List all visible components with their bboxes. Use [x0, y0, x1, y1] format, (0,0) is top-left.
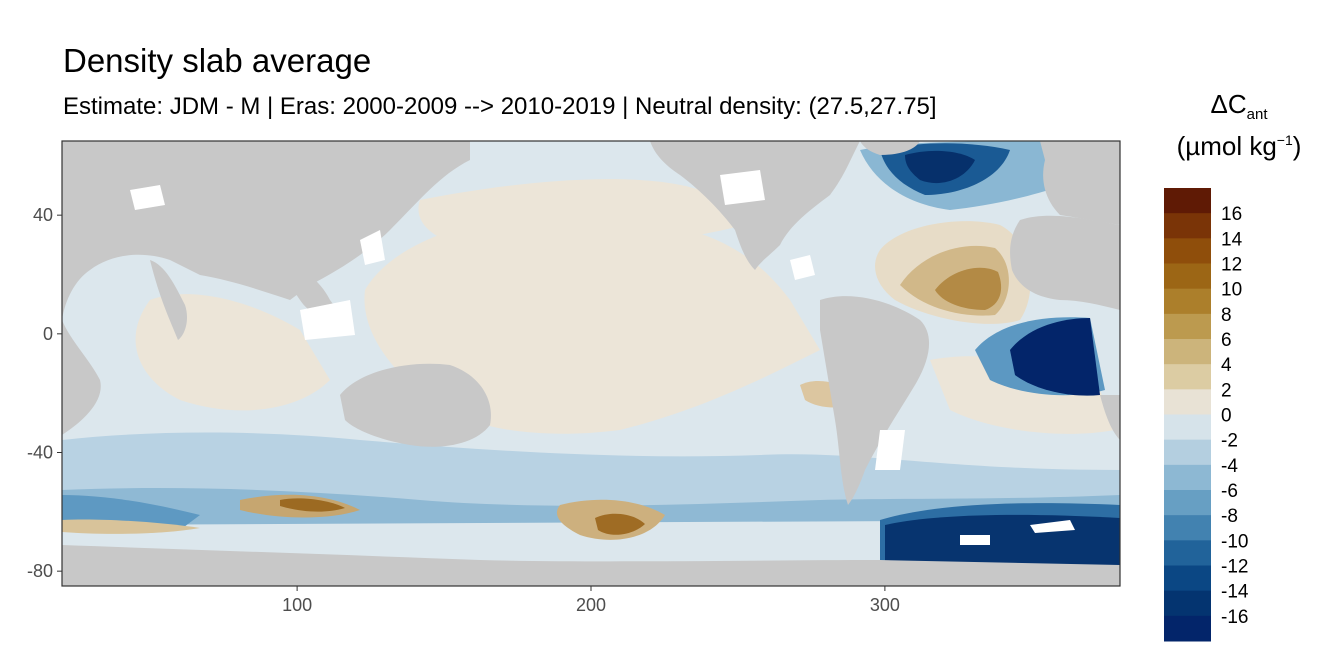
region-equatorial-atlantic-core	[1010, 318, 1100, 396]
region-central-positive	[418, 179, 760, 250]
region-southern-brown-3	[62, 519, 200, 534]
missing-data-patches	[130, 170, 905, 470]
missing-east-asia	[360, 230, 385, 265]
region-weddell-blue-core	[885, 514, 1120, 565]
legend-swatch	[1164, 540, 1211, 566]
region-southern-brown-1-core	[280, 498, 345, 512]
legend-tick-label: 14	[1221, 229, 1243, 250]
land-africa-west-bulge	[1010, 215, 1120, 310]
legend-tick-label: -4	[1221, 456, 1238, 477]
legend-swatch	[1164, 213, 1211, 239]
chart-subtitle: Estimate: JDM - M | Eras: 2000-2009 --> …	[63, 93, 937, 120]
missing-south-atlantic-coast	[875, 430, 905, 470]
land-europe	[1040, 141, 1120, 225]
legend-labels: 16 14 12 10 8 6 4 2 0 -2 -4 -6 -8 -10 -12 -14 -16	[1221, 204, 1249, 628]
legend-title: ΔCant (µmol kg−1)	[1164, 84, 1314, 167]
region-north-atlantic-blue-deep	[905, 150, 975, 184]
y-tick-label: -80	[27, 561, 53, 581]
x-axis: 100 200 300	[282, 586, 900, 615]
legend-tick-label: 6	[1221, 330, 1232, 351]
land-eurasia-africa-west	[62, 141, 470, 320]
legend-tick-label: 10	[1221, 280, 1242, 301]
land-south-america	[820, 296, 930, 505]
land-australia	[340, 363, 491, 447]
legend-swatch	[1164, 389, 1211, 415]
legend-tick-label: 0	[1221, 406, 1232, 427]
missing-hudson	[720, 170, 765, 205]
legend-swatch	[1164, 414, 1211, 441]
legend-swatch	[1164, 313, 1211, 340]
missing-indonesia	[300, 300, 355, 340]
legend-swatch	[1164, 188, 1211, 214]
legend-swatch	[1164, 565, 1211, 592]
legend-tick-label: 8	[1221, 305, 1232, 326]
land-masses	[62, 141, 1120, 586]
land-africa-south	[1100, 395, 1120, 440]
legend-unit: (µmol kg−1)	[1176, 131, 1302, 162]
region-weddell-white-patch	[960, 520, 1075, 545]
legend-swatch	[1164, 288, 1211, 315]
land-north-america	[650, 141, 860, 270]
missing-caribbean	[790, 255, 815, 280]
legend-swatch	[1164, 490, 1211, 516]
region-atlantic-warm-core	[935, 267, 1002, 310]
legend-swatch	[1164, 615, 1211, 642]
legend-tick-label: 2	[1221, 380, 1232, 401]
y-tick-label: -40	[27, 443, 53, 463]
y-axis: 40 0 -40 -80	[27, 205, 62, 581]
legend-swatch	[1164, 464, 1211, 491]
legend-swatch	[1164, 339, 1211, 365]
legend-variable: ΔCant	[1210, 89, 1268, 123]
land-antarctica	[62, 545, 1120, 586]
y-tick-label: 40	[33, 205, 53, 225]
legend-swatch	[1164, 364, 1211, 390]
map-panel	[62, 141, 1120, 586]
legend-swatch	[1164, 590, 1211, 617]
legend-tick-label: -14	[1221, 582, 1249, 603]
legend-tick-label: -2	[1221, 431, 1238, 452]
legend-tick-label: 12	[1221, 255, 1242, 276]
legend-swatch	[1164, 263, 1211, 290]
legend-tick-label: 16	[1221, 204, 1242, 225]
region-southern-brown-2-core	[595, 513, 645, 535]
legend-tick-label: -12	[1221, 557, 1248, 578]
legend-tick-label: -8	[1221, 506, 1238, 527]
land-india	[150, 260, 188, 340]
x-tick-label: 100	[282, 595, 312, 615]
x-tick-label: 300	[870, 595, 900, 615]
y-tick-label: 0	[43, 324, 53, 344]
legend-colorbar	[1164, 188, 1211, 642]
chart-title: Density slab average	[63, 42, 372, 79]
missing-arctic-asia	[130, 185, 165, 210]
legend-tick-label: -16	[1221, 607, 1248, 628]
legend-swatch	[1164, 439, 1211, 466]
region-pacific-positive	[364, 213, 820, 434]
legend-swatch	[1164, 515, 1211, 541]
legend-tick-label: 4	[1221, 355, 1232, 376]
land-greenland	[860, 141, 920, 155]
land-africa-east	[62, 320, 101, 435]
legend-swatch	[1164, 238, 1211, 264]
legend-tick-label: -6	[1221, 481, 1238, 502]
legend-tick-label: -10	[1221, 531, 1248, 552]
x-tick-label: 200	[576, 595, 606, 615]
